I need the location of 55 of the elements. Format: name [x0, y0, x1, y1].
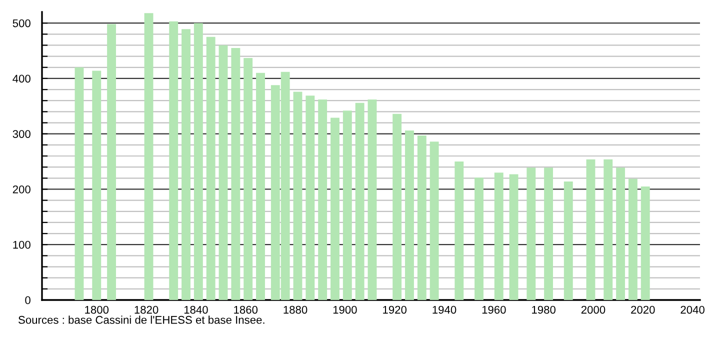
x-tick-label: 1980	[532, 306, 556, 314]
bar	[231, 48, 240, 300]
x-tick-label: 1920	[383, 306, 407, 314]
bar	[182, 29, 190, 300]
bar	[206, 36, 216, 300]
bar	[144, 13, 154, 300]
x-tick-label: 1860	[234, 306, 258, 314]
bar	[92, 70, 102, 300]
x-tick-label: 2040	[680, 306, 704, 314]
bar	[107, 24, 116, 300]
x-tick-label: 2000	[581, 306, 606, 314]
bar	[306, 96, 315, 300]
bar	[218, 45, 228, 300]
x-tick-label: 1960	[482, 306, 506, 314]
bar	[640, 186, 650, 300]
bar	[318, 100, 328, 300]
bar	[256, 72, 265, 300]
bar	[509, 174, 518, 300]
bar	[405, 130, 414, 300]
bar	[342, 110, 352, 300]
x-tick-label: 1840	[184, 306, 208, 314]
source-note: Sources : base Cassini de l'EHESS et base Insee.	[18, 316, 264, 324]
bar	[628, 178, 638, 300]
bar	[430, 142, 439, 300]
bar	[194, 23, 203, 300]
bar	[368, 100, 377, 300]
y-tick-label: 0	[25, 296, 30, 304]
x-tick-label: 1820	[134, 306, 158, 314]
y-tick-label: 300	[12, 130, 30, 138]
bar	[544, 168, 554, 300]
bar	[169, 21, 178, 300]
bar	[494, 172, 504, 300]
bar	[74, 67, 84, 300]
x-tick-label: 1880	[284, 306, 308, 314]
y-tick-label: 100	[13, 240, 30, 249]
y-tick-label: 500	[12, 19, 30, 28]
bar	[474, 178, 484, 300]
bar	[564, 181, 573, 300]
bar	[244, 58, 253, 300]
bar	[604, 159, 613, 300]
bar	[355, 102, 364, 300]
bar	[616, 168, 626, 300]
x-tick-label: 1800	[85, 306, 109, 314]
y-tick-label: 200	[12, 186, 30, 194]
bar	[330, 118, 340, 300]
bar	[417, 136, 426, 300]
bar	[293, 92, 302, 300]
x-tick-label: 2020	[631, 306, 655, 314]
bar	[454, 162, 464, 300]
bar	[392, 114, 402, 300]
bar	[586, 159, 596, 300]
bar	[526, 168, 536, 300]
y-tick-label: 400	[12, 74, 30, 83]
x-tick-label: 1900	[333, 306, 357, 314]
x-tick-label: 1940	[432, 306, 456, 314]
